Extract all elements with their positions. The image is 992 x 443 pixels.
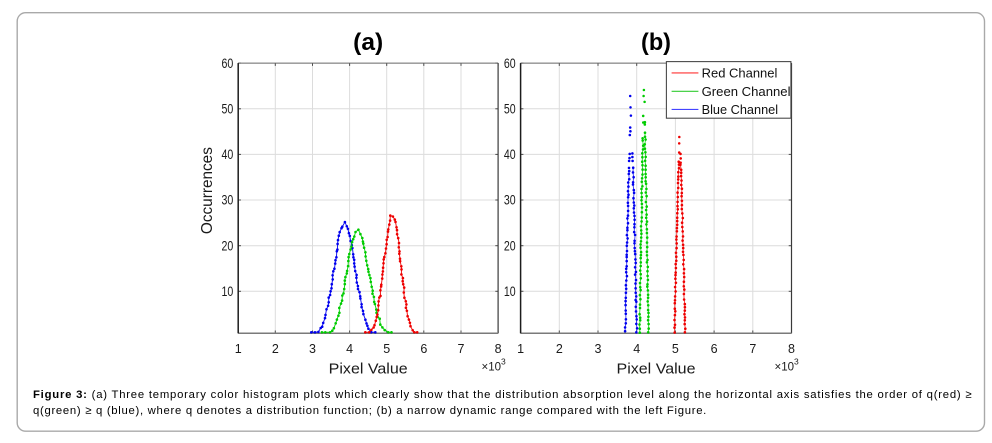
svg-text:6: 6	[420, 342, 427, 356]
svg-text:(b): (b)	[641, 29, 671, 56]
svg-text:3: 3	[595, 342, 602, 356]
svg-text:8: 8	[788, 342, 795, 356]
svg-text:1: 1	[235, 342, 242, 356]
svg-text:50: 50	[222, 102, 234, 117]
svg-text:30: 30	[504, 193, 516, 208]
svg-text:7: 7	[749, 342, 756, 356]
svg-text:5: 5	[383, 342, 390, 356]
svg-text:4: 4	[633, 342, 640, 356]
svg-text:5: 5	[672, 342, 679, 356]
svg-text:40: 40	[222, 147, 234, 162]
svg-text:Pixel Value: Pixel Value	[617, 361, 696, 378]
svg-text:Occurrences: Occurrences	[199, 147, 216, 234]
svg-text:×103: ×103	[482, 357, 507, 374]
svg-text:20: 20	[504, 238, 516, 253]
svg-text:2: 2	[272, 342, 279, 356]
svg-text:30: 30	[222, 193, 234, 208]
svg-text:1: 1	[517, 342, 524, 356]
svg-text:60: 60	[222, 56, 234, 71]
svg-text:3: 3	[309, 342, 316, 356]
svg-text:Blue Channel: Blue Channel	[702, 102, 779, 117]
svg-text:7: 7	[458, 342, 465, 356]
svg-text:20: 20	[222, 238, 234, 253]
svg-text:(a): (a)	[353, 29, 383, 56]
svg-text:60: 60	[504, 56, 516, 71]
svg-text:8: 8	[495, 342, 502, 356]
svg-text:4: 4	[346, 342, 353, 356]
svg-text:40: 40	[504, 147, 516, 162]
svg-text:10: 10	[504, 284, 516, 299]
svg-text:Pixel Value: Pixel Value	[329, 361, 408, 378]
svg-text:2: 2	[556, 342, 563, 356]
svg-text:50: 50	[504, 102, 516, 117]
svg-text:10: 10	[222, 284, 234, 299]
svg-text:6: 6	[711, 342, 718, 356]
svg-text:Red Channel: Red Channel	[702, 66, 778, 81]
svg-text:×103: ×103	[775, 357, 800, 374]
svg-text:Green Channel: Green Channel	[702, 84, 791, 99]
